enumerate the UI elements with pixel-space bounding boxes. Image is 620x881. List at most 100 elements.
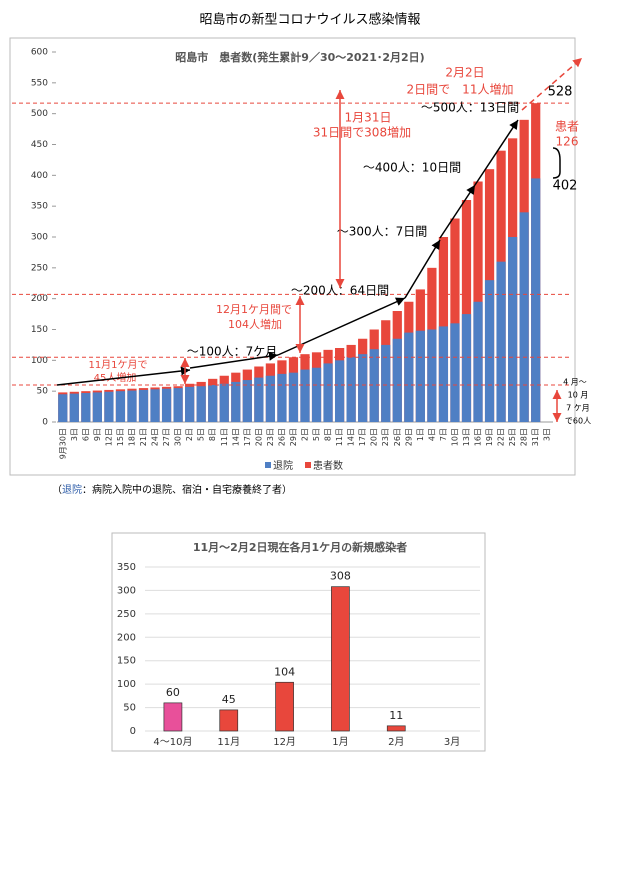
bar [508,237,518,422]
bar [484,280,495,422]
x-tick-label: 19日 [485,428,494,446]
x-tick-label: 24日 [151,428,160,446]
y-tick-label: 500 [31,109,48,119]
y-tick-label: 50 [37,387,49,397]
bar [127,390,137,422]
bar [461,200,472,422]
x-tick-label: 13日 [462,428,471,446]
bar [265,375,276,422]
x-tick-label: 2月 [388,736,404,748]
y-tick-label: 250 [31,263,48,273]
x-tick-label: 23日 [381,428,390,446]
x-tick-label: 18日 [127,428,136,446]
x-tick-label: 8日 [208,428,217,441]
y-tick-label: 0 [42,418,48,428]
x-tick-label: 26日 [277,428,286,446]
annotation: ～500人：13日間 [421,101,519,115]
trend-arrow [439,184,476,239]
annotation: 104人増加 [228,318,282,331]
y-tick-label: 150 [31,325,48,335]
annotation: 31日間で308増加 [313,126,411,140]
annotation: 2月2日 [445,66,484,80]
x-tick-label: 15日 [116,428,125,446]
y-tick-label: 100 [31,356,48,366]
value-label: 60 [166,686,180,699]
bar [150,389,160,422]
x-tick-label: 7日 [439,428,448,441]
bar [185,386,195,422]
y-tick-label: 400 [31,171,48,181]
x-tick-label: 14日 [231,428,240,446]
annotation: ～300人：7日間 [337,225,428,239]
bar [196,386,206,422]
annotation: 10 月 [568,391,589,400]
bar [92,392,102,422]
note-open: （ [52,484,62,496]
x-tick-label: 17日 [358,428,367,446]
bar [163,702,183,732]
y-tick-label: 300 [31,233,48,243]
bar [358,354,368,422]
annotation: ～400人：10日間 [363,161,461,175]
value-label: 308 [330,570,351,583]
x-tick-label: 11日 [220,428,229,446]
x-tick-label: 11日 [335,428,344,446]
x-tick-label: 3日 [543,428,552,441]
y-tick-label: 100 [117,679,136,690]
chart-frame [111,532,486,752]
x-tick-label: 1月 [332,736,348,748]
bar [531,178,541,422]
bar [334,360,345,422]
x-tick-label: 10日 [450,428,459,446]
bar [104,391,114,422]
bar [392,338,402,422]
x-tick-label: 12日 [104,428,113,446]
x-tick-label: 5日 [197,428,206,441]
bar [254,377,264,422]
projection-arrow [521,57,583,111]
page-title: 昭島市の新型コロナウイルス感染情報 [199,12,420,28]
y-tick-label: 550 [31,78,48,88]
brace [552,147,561,179]
y-tick-label: 250 [117,609,136,620]
bar [219,709,239,732]
x-tick-label: 9月30日 [58,428,67,459]
bar [415,330,425,422]
bar [161,388,172,422]
bar [473,301,483,422]
arrows [56,57,583,422]
bar [311,367,322,422]
bar [438,326,449,422]
x-tick-label: 4～10月 [153,736,192,748]
annotation: ～200人：64日間 [291,284,389,298]
y-tick-label: 0 [130,726,136,737]
x-tick-label: 26日 [393,428,402,446]
x-tick-label: 6日 [81,428,90,441]
bar [461,314,472,422]
bar [138,389,149,422]
value-label: 104 [274,665,295,678]
annotation: 4 月～ [563,378,587,387]
x-tick-label: 29日 [289,428,298,446]
bar [496,261,506,422]
annotation: で60人 [565,417,591,426]
bar [404,332,414,422]
x-tick-label: 8日 [324,428,333,441]
x-tick-label: 1日 [416,428,425,441]
annotation: 126 [556,135,579,149]
bar [275,681,294,732]
bar [81,393,91,422]
x-tick-label: 5日 [312,428,321,441]
x-tick-label: 3月 [444,736,460,748]
bar [288,372,299,422]
annotation: 2日間で 11人増加 [407,83,514,97]
trend-arrow [56,366,191,386]
y-tick-label: 450 [31,140,48,150]
bar [427,329,437,422]
x-tick-label: 11月 [217,736,240,748]
annotation: ～100人：7ケ月 [187,345,278,359]
bar [58,394,68,422]
x-tick-label: 23日 [266,428,275,446]
bar [208,385,218,422]
annotation: 528 [548,85,573,100]
